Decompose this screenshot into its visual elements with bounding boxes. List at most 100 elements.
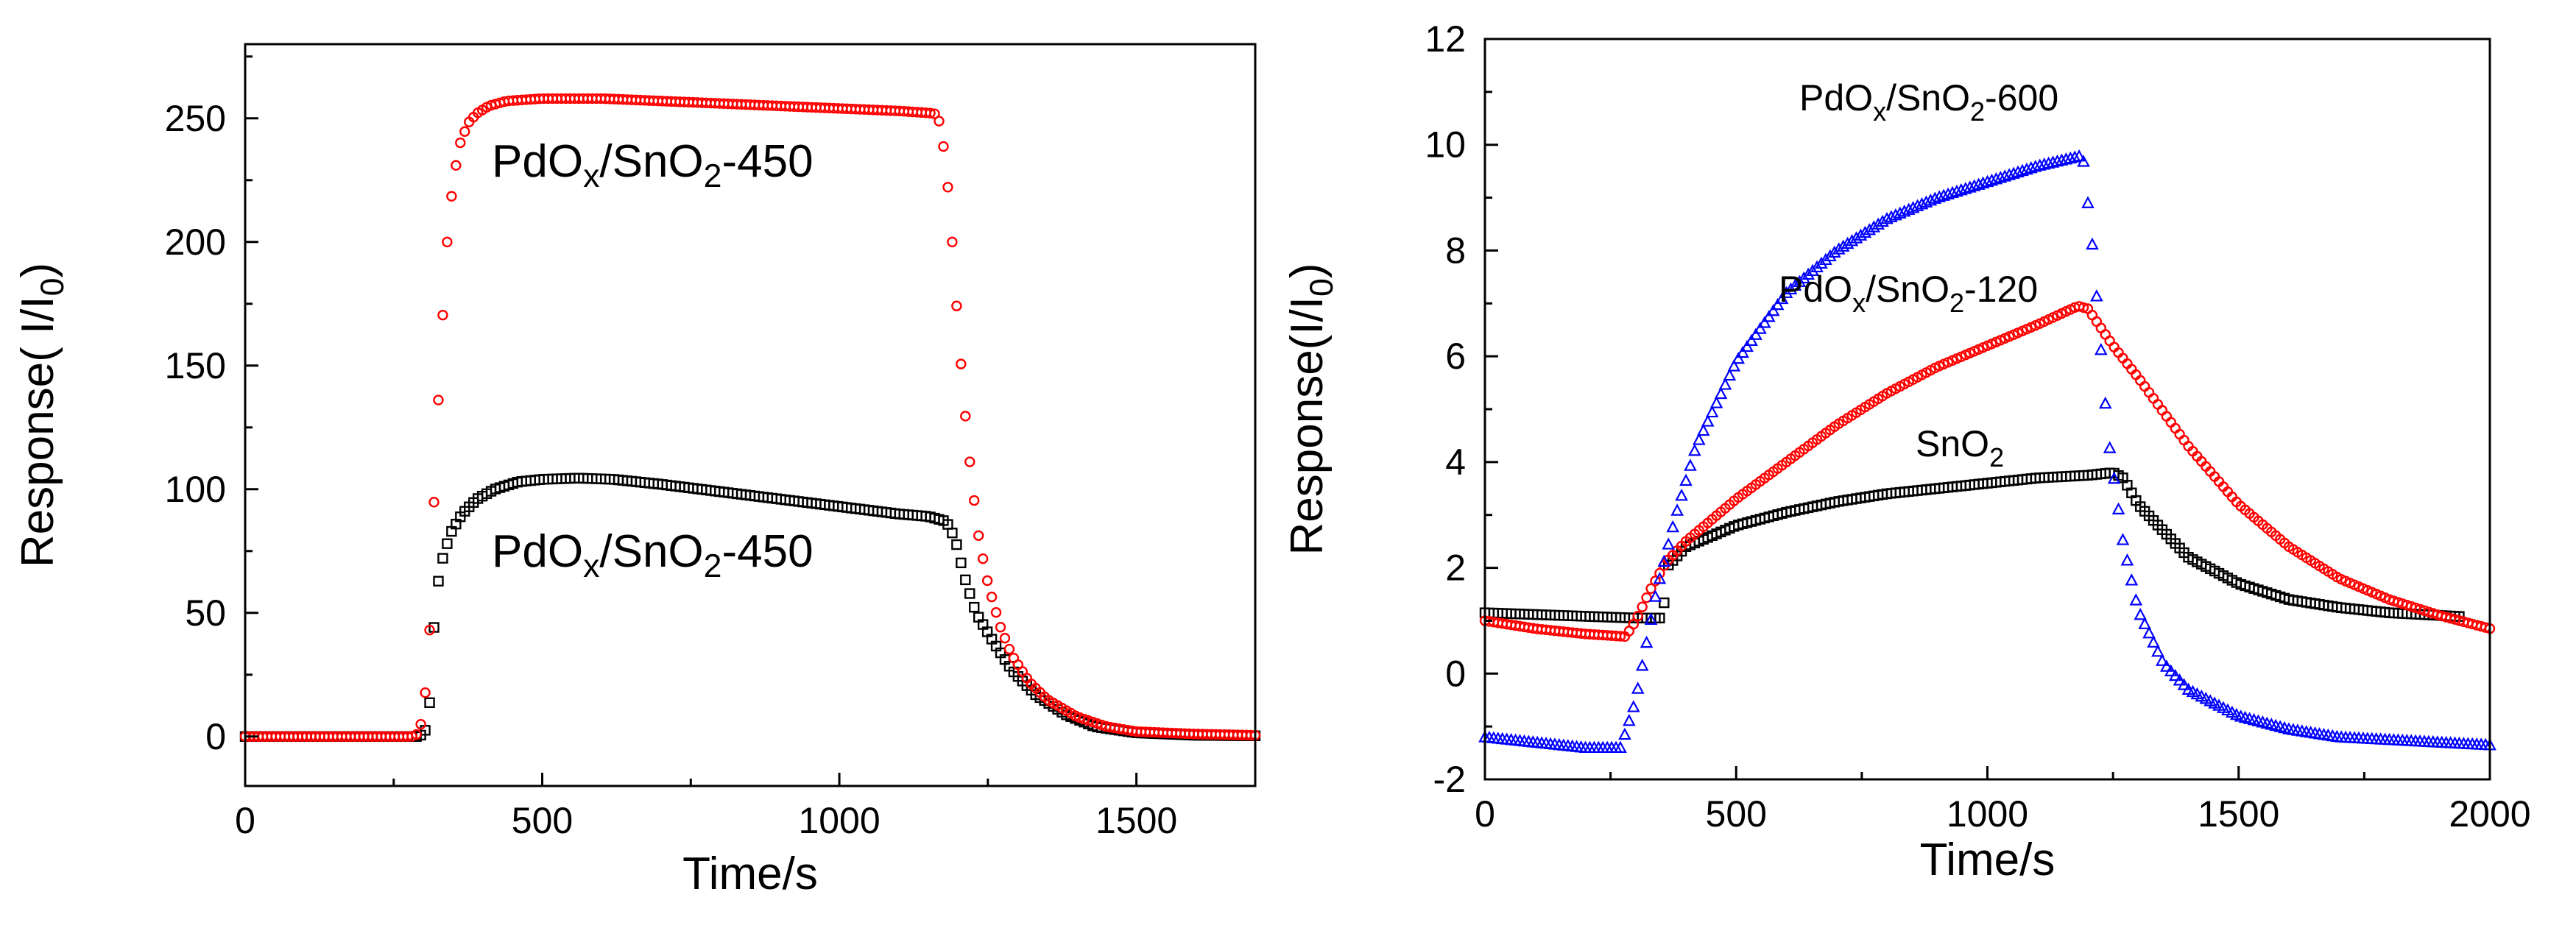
data-point <box>1827 245 1841 258</box>
data-point <box>455 137 466 149</box>
data-point <box>1958 182 1972 194</box>
x-tick-label: 1000 <box>1947 793 2028 835</box>
data-point <box>1815 256 1828 269</box>
data-point <box>1648 589 1662 602</box>
data-point <box>2078 302 2089 314</box>
legend-label: PdOx/SnO2-120 <box>1779 269 2038 318</box>
data-point <box>2164 664 2178 676</box>
data-point <box>1810 260 1824 273</box>
data-point <box>2159 659 2173 672</box>
data-point <box>2142 626 2156 639</box>
data-point <box>1906 200 1920 213</box>
x-tick-label: 1500 <box>2198 793 2279 835</box>
data-point <box>1645 583 1656 594</box>
data-point <box>442 538 453 549</box>
data-point <box>1802 267 1815 280</box>
legend-subscript: 2 <box>1949 288 1964 318</box>
x-tick-label: 500 <box>1706 793 1767 835</box>
y-tick-label: -2 <box>1433 759 1466 800</box>
data-point <box>951 539 962 550</box>
data-point <box>951 300 962 311</box>
data-point <box>1727 359 1741 372</box>
data-point <box>938 141 949 152</box>
data-point <box>1937 188 1950 201</box>
data-point <box>1684 458 1697 471</box>
y-tick-label: 12 <box>1425 18 1466 60</box>
data-point <box>1670 503 1684 516</box>
legend-subscript: x <box>583 158 599 194</box>
y-axis-label-close: ) <box>1282 263 1333 279</box>
data-point <box>960 411 971 422</box>
data-point <box>1614 740 1627 753</box>
data-point <box>969 601 980 613</box>
data-point <box>1902 202 1916 215</box>
data-point <box>1766 303 1780 316</box>
legend-text: PdO <box>492 136 583 187</box>
data-point <box>1623 714 1636 726</box>
data-point <box>1955 183 1968 196</box>
legend-label: PdOx/SnO2-450 <box>492 526 814 584</box>
data-point <box>925 107 936 118</box>
legend-text: /SnO <box>1866 269 1949 310</box>
data-point <box>2050 154 2064 167</box>
data-point <box>1950 184 1963 197</box>
data-point <box>1723 368 1737 381</box>
x-tick-label: 500 <box>512 800 573 841</box>
data-point <box>1998 169 2012 182</box>
data-point <box>2111 502 2125 515</box>
legend-text: -120 <box>1964 269 2038 310</box>
series-2 <box>1478 149 2496 753</box>
legend-text: -450 <box>722 136 814 187</box>
data-point <box>1745 333 1758 346</box>
data-point <box>1644 612 1658 625</box>
legend-subscript: x <box>583 548 599 584</box>
data-point <box>1754 322 1767 334</box>
data-point <box>1876 214 1889 227</box>
data-point <box>1924 194 1938 206</box>
data-point <box>1946 185 1959 199</box>
data-point <box>2025 160 2038 174</box>
data-point <box>2120 553 2134 566</box>
data-point <box>1696 423 1710 436</box>
data-point <box>2104 336 2115 347</box>
data-point <box>1732 351 1746 364</box>
data-point <box>2033 158 2047 171</box>
data-point <box>424 624 435 636</box>
data-point <box>1641 592 1652 603</box>
data-point <box>1989 171 2003 185</box>
data-point <box>415 718 426 730</box>
data-point <box>1654 567 1665 579</box>
legend-subscript: x <box>1852 288 1866 318</box>
legend-subscript: 2 <box>704 548 722 584</box>
legend-text: SnO <box>1916 423 1989 464</box>
x-tick-label: 2000 <box>2449 793 2530 835</box>
data-point <box>451 160 462 171</box>
data-point <box>1985 173 1999 186</box>
data-point <box>2086 237 2099 250</box>
data-point <box>1788 278 1802 291</box>
y-axis-label: Response( I/I0) <box>13 263 71 567</box>
data-point <box>2168 668 2182 681</box>
y-tick-label: 2 <box>1445 548 1466 589</box>
data-point <box>964 588 975 599</box>
series-1 <box>1479 301 2496 642</box>
y-tick-label: 4 <box>1445 442 1466 483</box>
y-tick-label: 0 <box>1445 653 1466 694</box>
y-axis-label-main: Response(I/I <box>1282 297 1333 556</box>
data-point <box>1653 572 1667 584</box>
data-point <box>1775 291 1789 305</box>
x-tick-label: 0 <box>1475 793 1495 835</box>
data-point <box>1650 576 1661 587</box>
data-point <box>1654 612 1665 624</box>
data-point <box>1885 210 1898 222</box>
data-point <box>934 116 945 127</box>
data-point <box>1659 597 1670 609</box>
data-point <box>2138 617 2151 629</box>
data-point <box>2094 342 2108 355</box>
data-point <box>2068 150 2082 163</box>
data-point <box>990 607 1002 618</box>
y-tick-label: 250 <box>165 98 226 139</box>
legend-label: PdOx/SnO2-450 <box>492 136 814 194</box>
data-point <box>2098 396 2112 409</box>
data-point <box>1701 414 1715 427</box>
